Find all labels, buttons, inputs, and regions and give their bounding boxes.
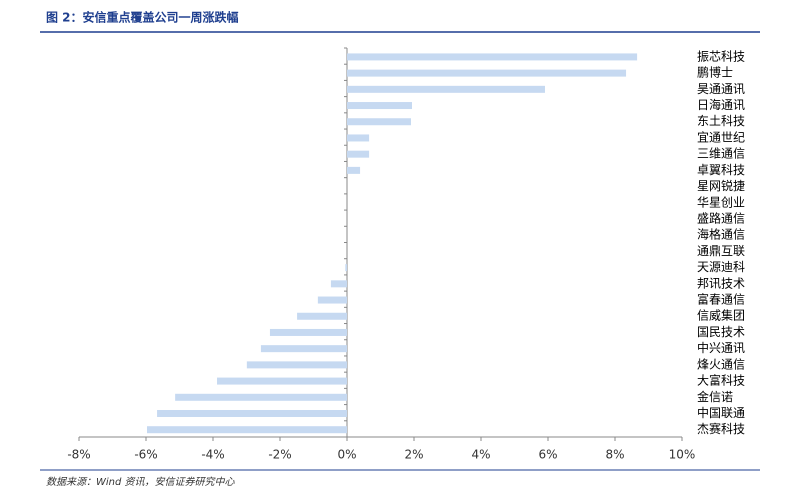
- category-label: 三维通信: [697, 147, 745, 161]
- bar: [347, 69, 627, 77]
- category-label: 中国联通: [697, 405, 745, 420]
- bar: [317, 296, 347, 304]
- source-note: 数据来源：Wind 资讯，安信证券研究中心: [46, 476, 236, 488]
- category-label: 星网锐捷: [697, 179, 745, 193]
- bar: [347, 150, 370, 158]
- category-label: 中兴通讯: [697, 340, 745, 355]
- category-label: 东土科技: [697, 114, 745, 128]
- category-label: 信威集团: [697, 308, 745, 323]
- x-tick-label: 10%: [669, 448, 696, 462]
- category-label: 天源迪科: [697, 260, 745, 274]
- x-tick-label: 4%: [471, 448, 490, 462]
- x-tick-label: -4%: [201, 448, 224, 462]
- category-label: 昊通通讯: [697, 82, 745, 96]
- category-label: 国民技术: [697, 325, 745, 339]
- bar: [347, 166, 361, 174]
- bar: [347, 118, 411, 126]
- bar: [347, 85, 545, 93]
- x-tick-label: 2%: [404, 448, 423, 462]
- bar: [347, 53, 638, 61]
- category-label: 邦讯技术: [697, 276, 745, 290]
- x-tick-label: -2%: [268, 448, 291, 462]
- bar: [297, 312, 347, 320]
- bar: [345, 264, 347, 272]
- category-label: 烽火通信: [697, 357, 745, 371]
- x-tick-label: -6%: [134, 448, 157, 462]
- category-label: 卓翼科技: [697, 163, 745, 177]
- x-tick-label: -8%: [67, 448, 90, 462]
- bar: [217, 377, 347, 385]
- category-label: 海格通信: [697, 227, 745, 242]
- category-label: 振芯科技: [697, 49, 745, 63]
- bar: [157, 409, 347, 417]
- chart-title: 图 2：安信重点覆盖公司一周涨跌幅: [46, 10, 239, 25]
- category-label: 富春通信: [697, 292, 745, 307]
- x-tick-label: 6%: [538, 448, 557, 462]
- bar: [175, 393, 347, 401]
- category-label: 盛路通信: [697, 210, 745, 225]
- category-label: 金信诺: [697, 389, 733, 404]
- bar: [347, 134, 370, 142]
- bar: [246, 361, 347, 369]
- x-tick-label: 8%: [605, 448, 624, 462]
- category-label: 日海通讯: [697, 97, 745, 112]
- category-label: 大富科技: [697, 373, 745, 388]
- bar: [347, 102, 412, 110]
- category-label: 杰赛科技: [697, 421, 745, 436]
- category-label: 华星创业: [697, 195, 745, 209]
- category-label: 通鼎互联: [697, 244, 745, 258]
- bar: [269, 328, 347, 336]
- x-tick-label: 0%: [337, 448, 356, 462]
- category-label: 鹏博士: [697, 65, 733, 80]
- bar: [147, 426, 347, 434]
- category-label: 宜通世纪: [697, 129, 745, 144]
- bar: [260, 345, 347, 353]
- bar: [330, 280, 347, 288]
